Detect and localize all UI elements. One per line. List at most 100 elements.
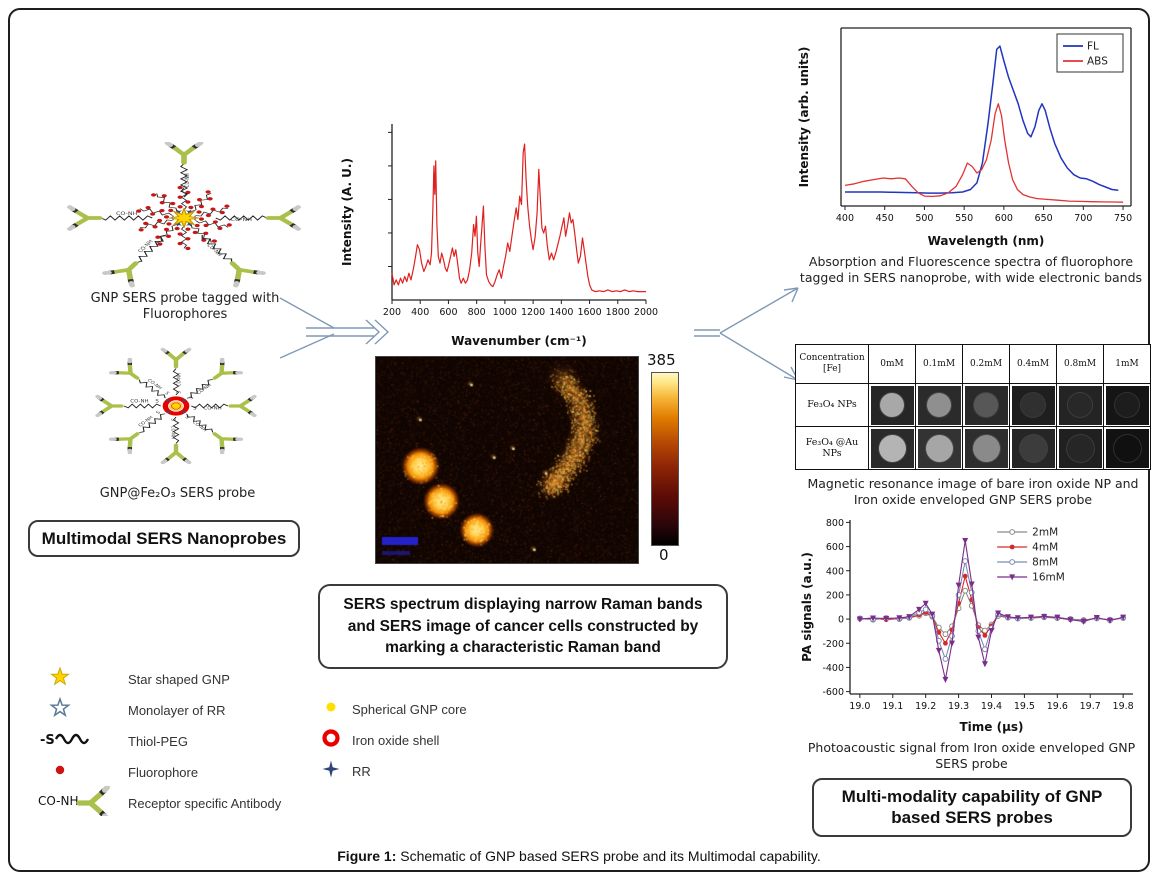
svg-text:4mM: 4mM <box>1032 542 1058 554</box>
figure-panel: CO-NH CO-NH CO-NH CO-NH CO-NH GNP SERS probe… <box>0 0 1158 886</box>
svg-text:600: 600 <box>995 213 1013 224</box>
antibody-glyph <box>205 427 240 453</box>
mri-header-cell: 1mM <box>1104 345 1150 383</box>
svg-text:8mM: 8mM <box>1032 557 1058 569</box>
star4-icon <box>316 754 346 784</box>
figure-caption: Figure 1: Schematic of GNP based SERS pr… <box>0 848 1158 864</box>
probe-symbol-legend: Star shaped GNP Monolayer of RR -S Thiol-PE… <box>36 664 316 819</box>
svg-text:19.1: 19.1 <box>882 701 903 712</box>
figure-number: Figure 1: <box>337 848 396 864</box>
mri-image-cell <box>1010 427 1056 469</box>
colorbar <box>651 372 679 546</box>
raman-spectrum-chart: 200 400 600 800 1000 1200 1400 1600 1800 2000 Wave… <box>338 112 660 352</box>
mri-image-cell <box>1057 427 1103 469</box>
svg-text:400: 400 <box>826 566 844 577</box>
mri-image-cell <box>1104 384 1150 426</box>
antibody-glyph <box>167 143 200 163</box>
svg-text:CO-NH: CO-NH <box>38 794 79 808</box>
core-symbol-legend: Spherical GNP core Iron oxide shell RR <box>316 694 536 787</box>
svg-text:CO-NH: CO-NH <box>231 218 252 223</box>
legend-label: Spherical GNP core <box>346 702 467 717</box>
svg-text:200: 200 <box>826 590 844 601</box>
svg-text:200: 200 <box>383 307 401 318</box>
absorption-fluorescence-chart: 400 450 500 550 600 650 700 750 Wavelength (nm) I… <box>795 14 1147 252</box>
star-outline-icon <box>36 693 122 723</box>
photoacoustic-chart: 19.0 19.1 19.2 19.3 19.4 19.5 19.6 19.7 19.8 -600… <box>798 512 1145 738</box>
svg-text:CO-NH: CO-NH <box>176 373 183 387</box>
fl-abs-caption: Absorption and Fluorescence spectra of f… <box>791 254 1151 285</box>
legend-label: Monolayer of RR <box>122 703 226 718</box>
antibody-icon: CO-NH <box>36 786 122 816</box>
antibody-glyph <box>111 427 146 453</box>
legend-label: Fluorophore <box>122 765 198 780</box>
svg-text:1400: 1400 <box>549 307 573 318</box>
svg-text:500: 500 <box>915 213 933 224</box>
mri-image-cell <box>916 384 962 426</box>
svg-text:19.4: 19.4 <box>981 701 1002 712</box>
svg-text:1600: 1600 <box>577 307 601 318</box>
svg-text:2mM: 2mM <box>1032 527 1058 539</box>
mri-table: Concentration [Fe] 0mM 0.1mM 0.2mM 0.4mM 0.8m… <box>795 344 1151 470</box>
colorbar-max-label: 385 <box>647 351 676 369</box>
svg-text:650: 650 <box>1035 213 1053 224</box>
svg-text:19.5: 19.5 <box>1014 701 1035 712</box>
antibody-glyph <box>219 257 263 286</box>
svg-text:400: 400 <box>836 213 854 224</box>
svg-text:Time (μs): Time (μs) <box>959 720 1023 734</box>
svg-text:400: 400 <box>411 307 429 318</box>
mri-image-cell <box>963 427 1009 469</box>
antibody-glyph <box>205 359 240 385</box>
svg-text:0: 0 <box>838 615 844 626</box>
sers-cell-image <box>375 356 639 564</box>
mri-caption: Magnetic resonance image of bare iron ox… <box>795 476 1151 507</box>
mri-header-cell: 0.8mM <box>1057 345 1103 383</box>
legend-item: Fluorophore <box>36 757 316 788</box>
legend-label: Iron oxide shell <box>346 733 439 748</box>
series-SERS Raman spectrum <box>392 144 646 292</box>
antibody-glyph <box>111 359 146 385</box>
mri-image-cell <box>1010 384 1056 426</box>
svg-text:Intensity (A. U.): Intensity (A. U.) <box>340 158 354 266</box>
svg-text:ABS: ABS <box>1087 56 1108 68</box>
mri-image-cell <box>869 427 915 469</box>
mri-header-cell: 0mM <box>869 345 915 383</box>
svg-text:Wavelength (nm): Wavelength (nm) <box>928 234 1045 248</box>
svg-text:800: 800 <box>826 518 844 529</box>
antibody-glyph <box>98 397 122 416</box>
antibody-glyph <box>231 397 255 416</box>
series-8mM <box>860 561 1123 659</box>
svg-text:-200: -200 <box>822 639 844 650</box>
legend-item: Monolayer of RR <box>36 695 316 726</box>
svg-text:16mM: 16mM <box>1032 572 1065 584</box>
probe2-caption: GNP@Fe₂O₃ SERS probe <box>70 486 285 502</box>
pa-caption: Photoacoustic signal from Iron oxide env… <box>798 740 1145 771</box>
ring-red-icon <box>316 723 346 753</box>
svg-text:19.7: 19.7 <box>1080 701 1101 712</box>
sers-description-box: SERS spectrum displaying narrow Raman ba… <box>318 584 728 669</box>
svg-text:FL: FL <box>1087 41 1099 53</box>
probe1-caption: GNP SERS probe tagged with Fluorophores <box>80 291 290 324</box>
antibody-glyph <box>268 207 298 229</box>
antibody-glyph <box>163 349 189 366</box>
mri-image-cell <box>963 384 1009 426</box>
mri-image-cell <box>869 384 915 426</box>
svg-text:CO-NH: CO-NH <box>184 173 191 187</box>
svg-text:CO-NH: CO-NH <box>137 415 155 428</box>
mri-image-cell <box>916 427 962 469</box>
mri-header-cell: 0.1mM <box>916 345 962 383</box>
svg-text:S: S <box>193 406 196 411</box>
antibody-glyph <box>105 257 149 286</box>
legend-item: Spherical GNP core <box>316 694 536 725</box>
star-filled-icon <box>36 662 122 692</box>
legend-item: Star shaped GNP <box>36 664 316 695</box>
legend-label: RR <box>346 764 371 779</box>
thiol-icon: -S <box>36 724 122 754</box>
svg-text:19.0: 19.0 <box>849 701 870 712</box>
svg-text:-400: -400 <box>822 663 844 674</box>
svg-text:2000: 2000 <box>634 307 658 318</box>
svg-text:CO-NH: CO-NH <box>145 378 163 391</box>
gnp-sers-probe-diagram: CO-NHCO-NHCO-NHCO-NHCO-NH <box>58 142 310 292</box>
svg-text:CO-NH: CO-NH <box>130 399 149 404</box>
mri-header-cell: 0.4mM <box>1010 345 1056 383</box>
svg-text:CO-NH: CO-NH <box>203 406 222 411</box>
